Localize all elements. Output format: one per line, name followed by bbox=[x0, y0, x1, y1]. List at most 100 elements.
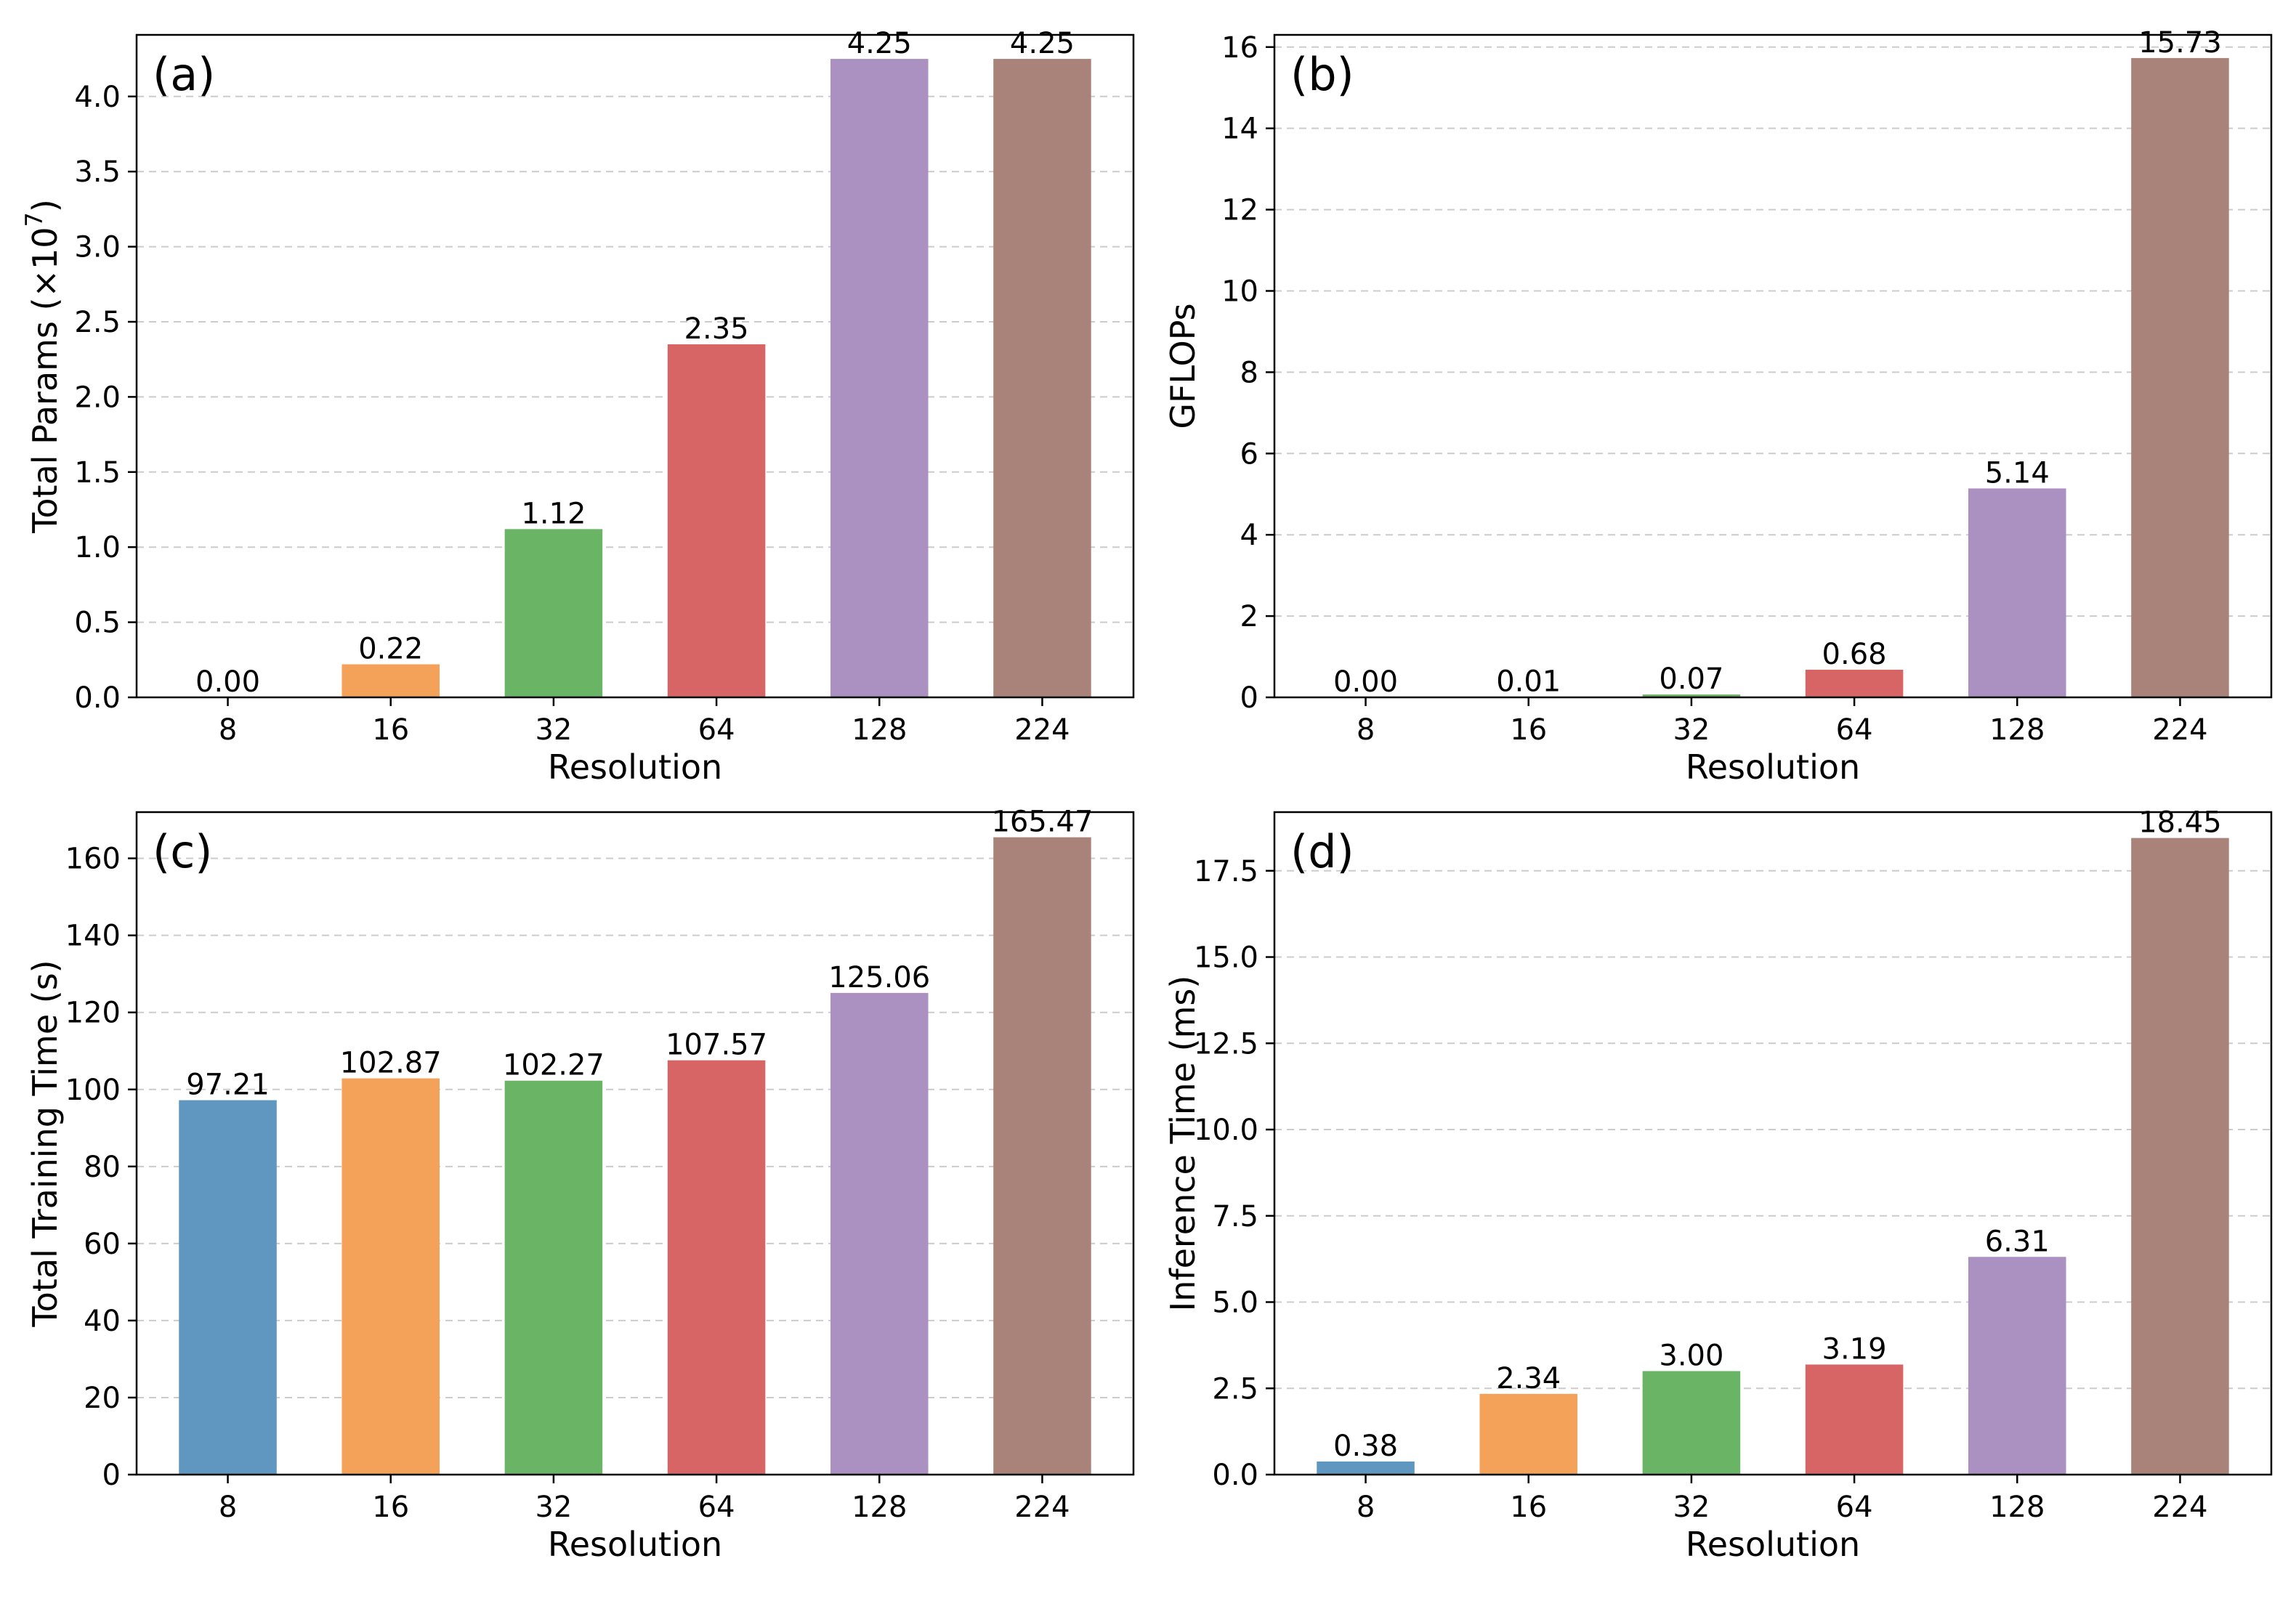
bar-16 bbox=[1479, 1393, 1577, 1475]
bar-32 bbox=[1642, 694, 1741, 697]
y-axis-title-base: Total Params (×10 bbox=[25, 227, 65, 533]
y-tick-label: 2.0 bbox=[74, 381, 121, 414]
plot-frame bbox=[1273, 811, 2273, 1476]
x-axis-title: Resolution bbox=[548, 747, 722, 787]
bar-value-label: 18.45 bbox=[2138, 806, 2222, 840]
y-tick-label: 100 bbox=[65, 1074, 121, 1107]
x-tick-label: 224 bbox=[1014, 1491, 1070, 1524]
y-tick-label: 0.0 bbox=[1212, 1459, 1258, 1492]
y-tick-label: 17.5 bbox=[1194, 855, 1258, 888]
bar-224 bbox=[993, 837, 1091, 1475]
x-tick-label: 32 bbox=[1673, 713, 1710, 747]
y-tick-label: 3.5 bbox=[74, 155, 121, 189]
bar-value-label: 2.34 bbox=[1496, 1362, 1561, 1395]
x-tick-label: 32 bbox=[1673, 1491, 1710, 1524]
x-tick-label: 64 bbox=[1836, 713, 1873, 747]
y-tick-label: 1.5 bbox=[74, 456, 121, 490]
x-axis-title: Resolution bbox=[1686, 1525, 1860, 1564]
panel-c-chart: 97.21 102.87 102.27 107.57 125.06 165.47 0 20 40… bbox=[25, 806, 1135, 1564]
y-tick-label: 160 bbox=[65, 843, 121, 876]
y-tick-label: 2.5 bbox=[74, 306, 121, 339]
bar-value-label: 97.21 bbox=[186, 1069, 270, 1102]
bar-value-label: 0.01 bbox=[1496, 665, 1561, 698]
x-tick-label: 16 bbox=[1510, 1491, 1547, 1524]
bar-128 bbox=[1968, 1257, 2066, 1475]
bar-64 bbox=[667, 344, 766, 697]
y-tick-label: 0 bbox=[102, 1459, 121, 1492]
panel-label: (d) bbox=[1290, 825, 1354, 878]
bar-value-label: 5.14 bbox=[1985, 456, 2050, 490]
y-tick-label: 0 bbox=[1240, 681, 1258, 715]
bar-value-label: 0.68 bbox=[1822, 638, 1887, 671]
plot-frame bbox=[135, 811, 1135, 1476]
bar-value-label: 4.25 bbox=[1010, 27, 1075, 60]
x-axis-title: Resolution bbox=[548, 1525, 722, 1564]
x-tick-label: 128 bbox=[1989, 1491, 2045, 1524]
bar-value-label: 1.12 bbox=[521, 497, 586, 530]
bar-value-label: 102.27 bbox=[503, 1049, 605, 1082]
bar-64 bbox=[1805, 669, 1904, 697]
y-tick-label: 12 bbox=[1221, 194, 1258, 227]
x-tick-label: 224 bbox=[2152, 1491, 2207, 1524]
x-tick-label: 16 bbox=[372, 1491, 409, 1524]
x-tick-label: 128 bbox=[852, 713, 907, 747]
bar-value-label: 0.00 bbox=[195, 665, 260, 699]
y-axis-title: Inference Time (ms) bbox=[1163, 976, 1202, 1312]
y-tick-label: 120 bbox=[65, 997, 121, 1030]
bar-value-label: 0.38 bbox=[1333, 1430, 1398, 1463]
y-axis-title-exponent: 7 bbox=[20, 212, 48, 227]
y-tick-label: 5.0 bbox=[1212, 1286, 1258, 1320]
bar-224 bbox=[993, 59, 1091, 697]
x-tick-label: 64 bbox=[698, 1491, 735, 1524]
bar-16 bbox=[341, 1078, 440, 1475]
x-tick-label: 64 bbox=[1836, 1491, 1873, 1524]
bar-16 bbox=[341, 664, 440, 697]
panel-label: (c) bbox=[153, 825, 212, 878]
y-tick-label: 60 bbox=[84, 1228, 121, 1261]
y-axis-title-close: ) bbox=[25, 199, 65, 212]
bar-64 bbox=[667, 1060, 766, 1475]
x-tick-label: 224 bbox=[2152, 713, 2207, 747]
panel-a-chart: 0.00 0.22 1.12 2.35 4.25 4.25 0.0 0.5 1.0 1.5 2.0 2… bbox=[20, 27, 1135, 787]
bar-value-label: 107.57 bbox=[666, 1029, 767, 1062]
x-tick-label: 128 bbox=[852, 1491, 907, 1524]
bar-value-label: 0.07 bbox=[1659, 662, 1723, 696]
x-axis-title: Resolution bbox=[1686, 747, 1860, 787]
x-tick-label: 16 bbox=[1510, 713, 1547, 747]
y-tick-label: 6 bbox=[1240, 437, 1258, 471]
y-axis-title: Total Training Time (s) bbox=[25, 960, 65, 1327]
y-tick-label: 20 bbox=[84, 1382, 121, 1415]
x-tick-label: 224 bbox=[1014, 713, 1070, 747]
x-tick-label: 128 bbox=[1989, 713, 2045, 747]
y-tick-label: 8 bbox=[1240, 356, 1258, 389]
y-tick-label: 4.0 bbox=[74, 81, 121, 114]
panel-label: (b) bbox=[1290, 48, 1354, 101]
y-tick-label: 80 bbox=[84, 1151, 121, 1184]
y-axis-title: Total Params (×107) bbox=[20, 199, 65, 534]
bar-value-label: 15.73 bbox=[2138, 26, 2222, 60]
bar-128 bbox=[1968, 488, 2066, 697]
bar-8 bbox=[179, 1100, 277, 1475]
bar-value-label: 125.06 bbox=[828, 961, 930, 994]
bar-value-label: 0.00 bbox=[1333, 665, 1398, 699]
bar-32 bbox=[1642, 1371, 1741, 1475]
bar-value-label: 3.19 bbox=[1822, 1332, 1887, 1366]
x-tick-label: 32 bbox=[535, 1491, 572, 1524]
bar-224 bbox=[2131, 57, 2229, 697]
plot-frame bbox=[1273, 33, 2273, 699]
panel-d-chart: 0.38 2.34 3.00 3.19 6.31 18.45 0.0 2.5 5.0 7.5 10.… bbox=[1163, 806, 2273, 1564]
panel-label: (a) bbox=[153, 48, 215, 101]
bar-value-label: 0.22 bbox=[358, 633, 423, 666]
y-tick-label: 0.5 bbox=[74, 607, 121, 640]
bar-value-label: 6.31 bbox=[1985, 1225, 2050, 1258]
panel-b-chart: 0.00 0.01 0.07 0.68 5.14 15.73 0 2 4 6 8 10 12 14 16 8 1… bbox=[1163, 26, 2273, 787]
bar-128 bbox=[830, 59, 929, 697]
x-tick-label: 32 bbox=[535, 713, 572, 747]
bar-value-label: 102.87 bbox=[340, 1047, 442, 1080]
y-tick-label: 0.0 bbox=[74, 681, 121, 715]
bar-224 bbox=[2131, 838, 2229, 1475]
y-tick-label: 3.0 bbox=[74, 231, 121, 264]
x-tick-label: 8 bbox=[219, 713, 237, 747]
y-tick-label: 14 bbox=[1221, 113, 1258, 146]
